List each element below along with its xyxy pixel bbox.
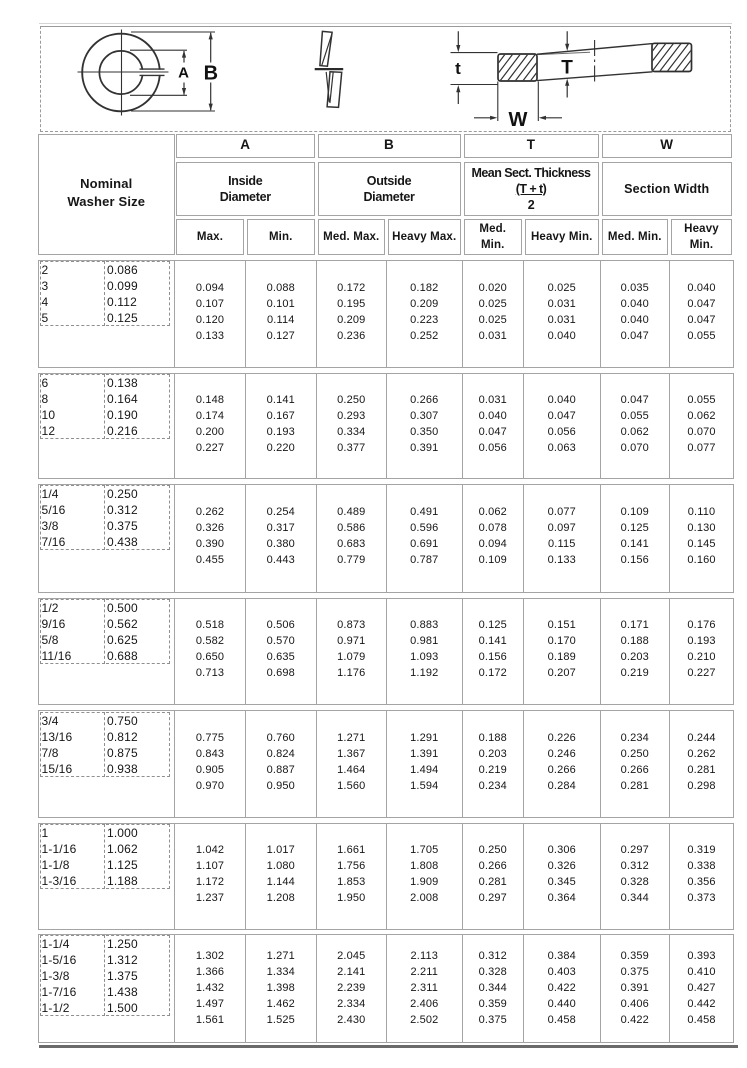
svg-text:W: W [509,109,528,131]
svg-text:B: B [204,63,218,85]
svg-text:A: A [178,65,189,82]
svg-text:T: T [561,58,573,79]
svg-text:t: t [455,59,461,78]
